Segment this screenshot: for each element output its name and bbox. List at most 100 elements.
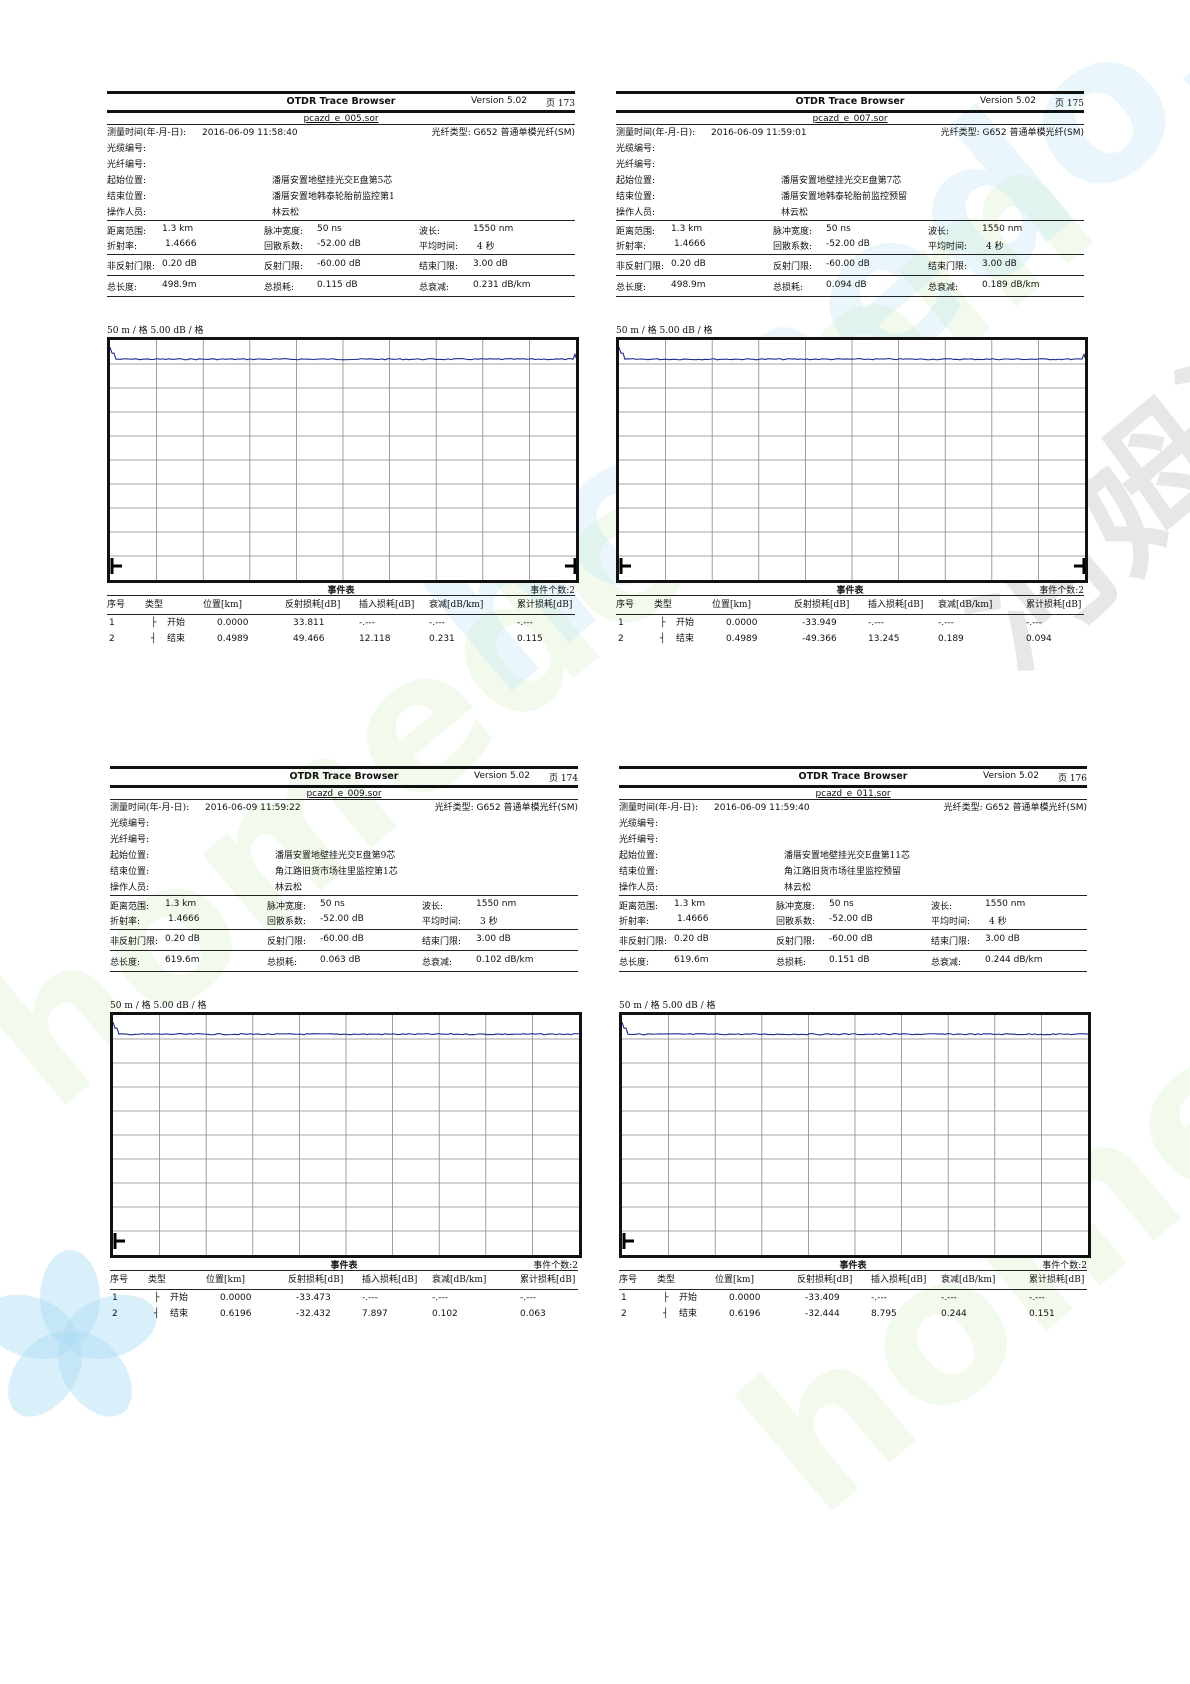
measure-time-value: 2016-06-09 11:58:40 (202, 128, 298, 138)
nonrefl-label: 非反射门限: (107, 262, 156, 272)
measure-time-value: 2016-06-09 11:59:40 (714, 803, 810, 813)
report-version: Version 5.02 (471, 96, 527, 106)
event-index: 1 (618, 618, 624, 628)
event-refl-loss: -32.444 (805, 1309, 840, 1319)
ior-label: 折射率: (619, 917, 650, 927)
ior-label: 折射率: (107, 242, 138, 252)
backscatter-value: -52.00 dB (826, 239, 870, 249)
range-label: 距离范围: (110, 902, 150, 912)
avg-time-value: 4 秒 (989, 917, 1007, 927)
pulse-value: 50 ns (317, 224, 342, 234)
fiber-type-label: 光纤类型: (431, 128, 471, 138)
event-count: 事件个数:2 (533, 1261, 578, 1271)
params-block: 距离范围: 1.3 km 脉冲宽度: 50 ns 波长: 1550 nm 折射率… (619, 896, 1087, 930)
end-event-marker-icon (1073, 558, 1085, 574)
event-ins-loss: -.--- (359, 618, 375, 628)
params-block: 距离范围: 1.3 km 脉冲宽度: 50 ns 波长: 1550 nm 折射率… (110, 896, 578, 930)
event-index: 1 (109, 618, 115, 628)
col-refl-loss: 反射损耗[dB] (794, 600, 850, 610)
avg-time-value: 3 秒 (480, 917, 498, 927)
ior-label: 折射率: (110, 917, 141, 927)
ior-value: 1.4666 (165, 239, 197, 249)
col-position: 位置[km] (203, 600, 243, 610)
pulse-label: 脉冲宽度: (773, 227, 813, 237)
col-cum-loss: 累计损耗[dB] (1029, 1275, 1085, 1285)
table-row: 1 ├ 开始 0.0000 -33.949 -.--- -.--- -.--- (616, 615, 1084, 631)
event-atten: -.--- (941, 1293, 957, 1303)
trace-svg (619, 340, 1085, 580)
trace-line (622, 1022, 1088, 1036)
event-atten: 0.244 (941, 1309, 967, 1319)
report-header: OTDR Trace Browser Version 5.02 页 173 (107, 91, 575, 113)
pulse-label: 脉冲宽度: (264, 227, 304, 237)
report-header: OTDR Trace Browser Version 5.02 页 176 (619, 766, 1087, 788)
start-pos-label: 起始位置: (110, 851, 150, 861)
trace-line (110, 347, 576, 361)
measure-time-value: 2016-06-09 11:59:22 (205, 803, 301, 813)
start-event-marker-icon (622, 1233, 634, 1249)
col-type: 类型 (654, 600, 673, 610)
totals-block: 总长度: 619.6m 总损耗: 0.151 dB 总衰减: 0.244 dB/… (619, 951, 1087, 972)
file-name: pcazd_e_009.sor (306, 789, 382, 799)
totals-block: 总长度: 619.6m 总损耗: 0.063 dB 总衰减: 0.102 dB/… (110, 951, 578, 972)
avg-time-value: 4 秒 (477, 242, 495, 252)
cable-no-label: 光缆编号: (107, 144, 147, 154)
avg-time-label: 平均时间: (931, 917, 971, 927)
event-ins-loss: 13.245 (868, 634, 900, 644)
threshold-block: 非反射门限: 0.20 dB 反射门限: -60.00 dB 结束门限: 3.0… (107, 255, 575, 276)
ior-value: 1.4666 (674, 239, 706, 249)
watermark-logo-icon (0, 1250, 165, 1431)
event-type-icon: ┤ (660, 634, 666, 644)
total-len-value: 498.9m (162, 280, 197, 290)
event-ins-loss: 8.795 (871, 1309, 897, 1319)
total-loss-value: 0.151 dB (829, 955, 870, 965)
avg-time-label: 平均时间: (422, 917, 462, 927)
total-atten-value: 0.231 dB/km (473, 280, 531, 290)
event-type: 开始 (676, 618, 695, 628)
total-atten-label: 总衰减: (928, 283, 959, 293)
wavelength-label: 波长: (928, 227, 950, 237)
event-type: 开始 (167, 618, 186, 628)
meta-block: 测量时间(年-月-日): 2016-06-09 11:59:01 光纤类型: G… (616, 125, 1084, 220)
range-value: 1.3 km (674, 899, 706, 909)
params-block: 距离范围: 1.3 km 脉冲宽度: 50 ns 波长: 1550 nm 折射率… (616, 221, 1084, 255)
end-thr-label: 结束门限: (931, 937, 971, 947)
col-ins-loss: 插入损耗[dB] (871, 1275, 927, 1285)
start-pos-value: 潘厝安置地壁挂光交E盘第7芯 (781, 176, 902, 186)
table-row: 1 ├ 开始 0.0000 -33.473 -.--- -.--- -.--- (110, 1290, 578, 1306)
event-index: 2 (621, 1309, 627, 1319)
end-thr-value: 3.00 dB (985, 934, 1020, 944)
operator-value: 林云松 (784, 883, 812, 893)
threshold-block: 非反射门限: 0.20 dB 反射门限: -60.00 dB 结束门限: 3.0… (616, 255, 1084, 276)
nonrefl-value: 0.20 dB (674, 934, 709, 944)
total-loss-label: 总损耗: (267, 958, 298, 968)
table-row: 1 ├ 开始 0.0000 33.811 -.--- -.--- -.--- (107, 615, 575, 631)
refl-label: 反射门限: (776, 937, 816, 947)
col-index: 序号 (616, 600, 635, 610)
cable-no-label: 光缆编号: (619, 819, 659, 829)
operator-value: 林云松 (275, 883, 303, 893)
threshold-block: 非反射门限: 0.20 dB 反射门限: -60.00 dB 结束门限: 3.0… (110, 930, 578, 951)
operator-value: 林云松 (272, 208, 300, 218)
otdr-trace-chart (110, 1012, 582, 1258)
col-refl-loss: 反射损耗[dB] (288, 1275, 344, 1285)
report-title: OTDR Trace Browser (286, 96, 396, 107)
backscatter-label: 回散系数: (267, 917, 307, 927)
wavelength-value: 1550 nm (476, 899, 517, 909)
range-label: 距离范围: (616, 227, 656, 237)
event-table-header: 序号 类型 位置[km] 反射损耗[dB] 插入损耗[dB] 衰减[dB/km]… (616, 595, 1084, 615)
refl-value: -60.00 dB (826, 259, 870, 269)
start-event-marker-icon (110, 558, 122, 574)
total-len-value: 619.6m (165, 955, 200, 965)
fiber-type-label: 光纤类型: (943, 803, 983, 813)
table-row: 2 ┤ 结束 0.6196 -32.432 7.897 0.102 0.063 (110, 1306, 578, 1322)
otdr-report: OTDR Trace Browser Version 5.02 页 176 pc… (619, 766, 1091, 1322)
event-ins-loss: -.--- (871, 1293, 887, 1303)
event-count: 事件个数:2 (530, 586, 575, 596)
event-table-caption: 事件表 事件个数:2 (107, 583, 575, 596)
event-cum-loss: 0.063 (520, 1309, 546, 1319)
start-event-marker-icon (113, 1233, 125, 1249)
report-version: Version 5.02 (474, 771, 530, 781)
event-type-icon: ┤ (154, 1309, 160, 1319)
range-label: 距离范围: (107, 227, 147, 237)
